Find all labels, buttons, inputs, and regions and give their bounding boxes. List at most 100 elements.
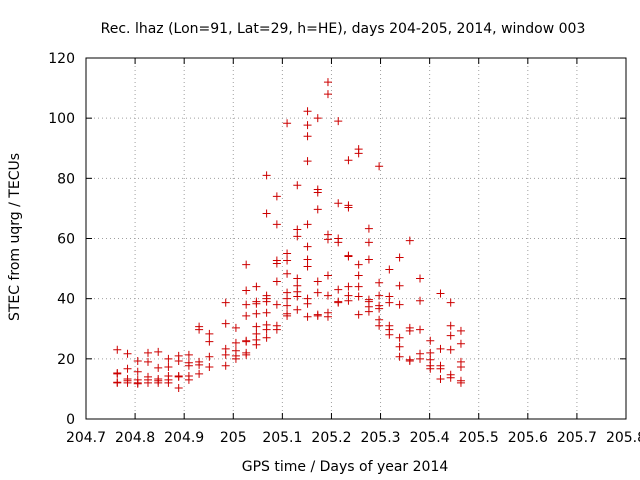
- data-point: [221, 298, 230, 307]
- data-point: [456, 339, 465, 348]
- x-tick-label: 205: [220, 430, 247, 446]
- data-point: [283, 311, 292, 320]
- data-point: [364, 307, 373, 316]
- data-point: [205, 362, 214, 371]
- data-point: [354, 271, 363, 280]
- data-point: [426, 336, 435, 345]
- data-point: [446, 373, 455, 382]
- data-point: [385, 265, 394, 274]
- data-point: [252, 309, 261, 318]
- data-point: [456, 362, 465, 371]
- data-point: [293, 232, 302, 241]
- data-point: [323, 78, 332, 87]
- data-point: [293, 181, 302, 190]
- data-point: [283, 119, 292, 128]
- data-point: [242, 311, 251, 320]
- data-point: [242, 350, 251, 359]
- data-point: [323, 235, 332, 244]
- data-point: [354, 292, 363, 301]
- x-tick-label: 205.8: [606, 430, 640, 446]
- data-point: [354, 260, 363, 269]
- data-point: [426, 348, 435, 357]
- data-point: [313, 188, 322, 197]
- data-point: [221, 350, 230, 359]
- data-point: [144, 378, 153, 387]
- data-point: [205, 352, 214, 361]
- data-point: [303, 262, 312, 271]
- data-point: [113, 345, 122, 354]
- data-point: [113, 378, 122, 387]
- data-point: [416, 274, 425, 283]
- data-point: [272, 220, 281, 229]
- y-tick-label: 20: [57, 352, 75, 368]
- data-point: [395, 300, 404, 309]
- data-point: [313, 114, 322, 123]
- data-point: [303, 121, 312, 130]
- data-point: [231, 323, 240, 332]
- data-point: [395, 352, 404, 361]
- data-point: [375, 304, 384, 313]
- data-point: [283, 269, 292, 278]
- data-point: [334, 298, 343, 307]
- data-point: [164, 362, 173, 371]
- data-point: [184, 361, 193, 370]
- data-point: [323, 271, 332, 280]
- x-axis-label: GPS time / Days of year 2014: [242, 459, 449, 475]
- data-point: [262, 333, 271, 342]
- y-axis-label: STEC from uqrg / TECUs: [7, 153, 23, 321]
- data-point: [221, 319, 230, 328]
- data-point: [313, 277, 322, 286]
- data-point: [174, 384, 183, 393]
- data-point: [195, 325, 204, 334]
- data-point: [334, 238, 343, 247]
- data-point: [364, 224, 373, 233]
- data-point: [262, 297, 271, 306]
- y-tick-label: 80: [57, 171, 75, 187]
- data-point: [313, 288, 322, 297]
- data-point: [416, 325, 425, 334]
- data-point: [123, 378, 132, 387]
- x-tick-label: 205.5: [459, 430, 499, 446]
- data-point: [303, 107, 312, 116]
- data-point: [334, 199, 343, 208]
- data-point: [293, 225, 302, 234]
- data-point: [272, 325, 281, 334]
- data-point: [242, 300, 251, 309]
- x-tick-label: 205.6: [508, 430, 548, 446]
- data-point: [344, 296, 353, 305]
- data-point: [344, 156, 353, 165]
- y-tick-label: 120: [48, 51, 75, 67]
- data-point: [293, 305, 302, 314]
- data-point: [272, 192, 281, 201]
- data-point: [436, 374, 445, 383]
- data-point: [262, 209, 271, 218]
- data-point: [154, 363, 163, 372]
- y-tick-label: 40: [57, 292, 75, 308]
- data-point: [303, 242, 312, 251]
- data-point: [154, 347, 163, 356]
- data-point: [195, 360, 204, 369]
- data-point: [303, 312, 312, 321]
- x-tick-label: 204.9: [164, 430, 204, 446]
- data-point: [385, 298, 394, 307]
- data-point: [252, 299, 261, 308]
- data-point: [262, 171, 271, 180]
- data-point: [242, 260, 251, 269]
- x-tick-label: 204.7: [66, 430, 106, 446]
- data-point: [436, 344, 445, 353]
- data-point: [364, 255, 373, 264]
- chart-title: Rec. lhaz (Lon=91, Lat=29, h=HE), days 2…: [101, 21, 586, 37]
- x-tick-label: 205.7: [557, 430, 597, 446]
- data-point: [184, 375, 193, 384]
- data-point: [293, 292, 302, 301]
- data-point: [133, 367, 142, 376]
- data-point: [303, 157, 312, 166]
- data-point: [323, 90, 332, 99]
- data-point: [133, 356, 142, 365]
- data-point: [405, 236, 414, 245]
- data-point: [334, 285, 343, 294]
- y-tick-label: 0: [66, 412, 75, 428]
- data-point: [344, 282, 353, 291]
- data-point: [436, 289, 445, 298]
